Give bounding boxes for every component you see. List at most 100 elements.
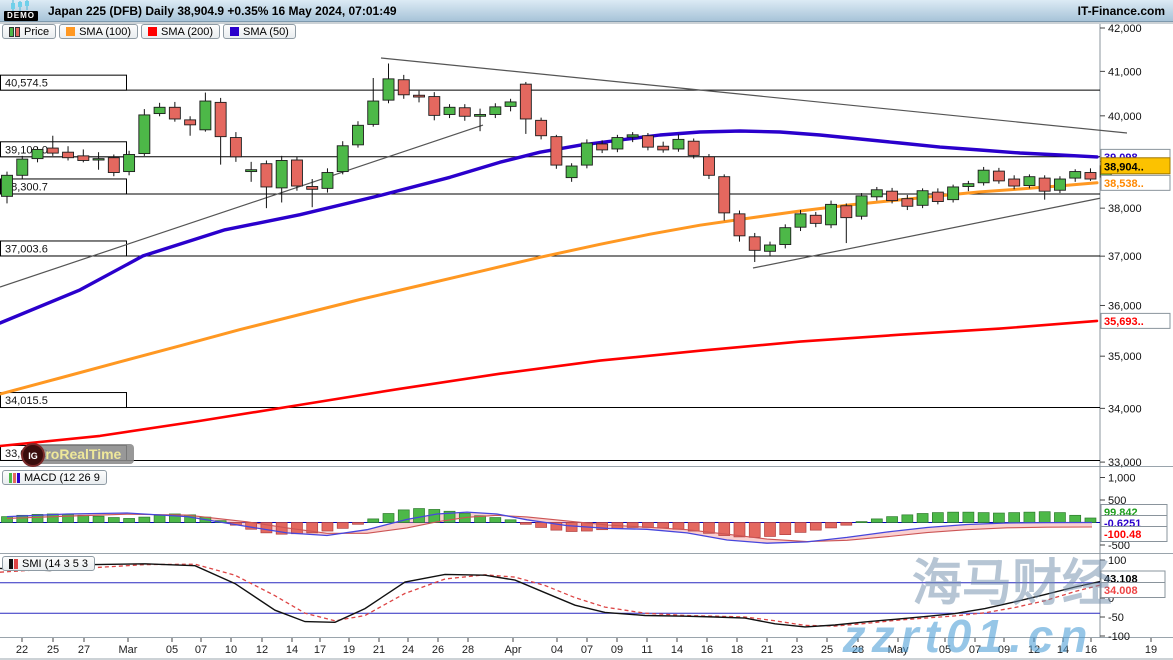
candle[interactable]	[626, 134, 639, 138]
candle[interactable]	[870, 189, 883, 198]
candle[interactable]	[321, 172, 334, 189]
svg-text:IG: IG	[28, 451, 38, 461]
candle[interactable]	[1084, 172, 1097, 180]
candle[interactable]	[718, 176, 731, 214]
candle[interactable]	[840, 205, 853, 219]
smi-k-line	[0, 563, 1101, 628]
candle[interactable]	[1053, 178, 1066, 191]
svg-text:05: 05	[939, 644, 951, 656]
macd-histogram-bar	[535, 522, 547, 528]
candle[interactable]	[336, 145, 349, 173]
candle[interactable]	[703, 156, 715, 176]
legend-sma50[interactable]: SMA (50)	[223, 24, 296, 39]
candle[interactable]	[16, 158, 29, 176]
candle[interactable]	[764, 244, 776, 252]
candle[interactable]	[397, 79, 410, 96]
candle[interactable]	[92, 158, 105, 161]
candle[interactable]	[1023, 176, 1036, 187]
macd-histogram-bar	[703, 522, 715, 534]
candle[interactable]	[168, 106, 181, 120]
macd-histogram-bar	[474, 515, 486, 523]
candle[interactable]	[458, 107, 471, 117]
svg-text:28: 28	[462, 644, 474, 656]
candle[interactable]	[1008, 178, 1021, 187]
smi-panel-legend[interactable]: SMI (14 3 5 3	[2, 556, 96, 571]
candle[interactable]	[657, 145, 670, 151]
svg-text:17: 17	[314, 644, 326, 656]
candle[interactable]	[275, 160, 288, 189]
svg-text:37,000: 37,000	[1108, 251, 1142, 263]
candle[interactable]	[916, 190, 929, 206]
candle[interactable]	[519, 83, 532, 120]
candle[interactable]	[886, 190, 899, 202]
candle[interactable]	[672, 138, 685, 150]
candle[interactable]	[901, 198, 914, 207]
candle[interactable]	[382, 78, 395, 101]
macd-histogram-bar	[443, 510, 456, 523]
macd-panel-legend[interactable]: MACD (12 26 9	[2, 470, 107, 485]
candle[interactable]	[229, 137, 242, 158]
candle[interactable]	[809, 214, 822, 224]
candle[interactable]	[733, 213, 746, 237]
svg-text:22: 22	[16, 644, 28, 656]
macd-histogram-bar	[932, 512, 944, 523]
candle[interactable]	[580, 142, 593, 166]
candle[interactable]	[260, 163, 273, 188]
candle[interactable]	[748, 236, 761, 251]
candle[interactable]	[245, 169, 258, 173]
price-badges: 39,09838,538..35,693..38,904..	[1100, 148, 1171, 329]
candle[interactable]	[977, 169, 990, 184]
candle[interactable]	[565, 165, 578, 179]
candle[interactable]	[611, 137, 624, 150]
candle[interactable]	[535, 119, 548, 137]
smi-d-line	[0, 563, 1101, 627]
macd-histogram-bar	[825, 522, 837, 529]
legend-sma200[interactable]: SMA (200)	[141, 24, 220, 39]
candle[interactable]	[962, 183, 975, 187]
candle[interactable]	[992, 170, 1005, 182]
candle[interactable]	[123, 154, 136, 173]
candle[interactable]	[306, 186, 319, 190]
candle[interactable]	[779, 227, 792, 245]
candle[interactable]	[641, 135, 654, 148]
candle[interactable]	[931, 191, 944, 202]
candle[interactable]	[31, 148, 44, 160]
legend-sma100[interactable]: SMA (100)	[59, 24, 139, 39]
candle[interactable]	[290, 159, 303, 187]
candle[interactable]	[947, 186, 960, 201]
candle[interactable]	[550, 136, 563, 166]
candle[interactable]	[138, 114, 151, 155]
candle[interactable]	[794, 213, 807, 228]
candle[interactable]	[1, 174, 13, 197]
candle[interactable]	[1038, 177, 1051, 192]
candle[interactable]	[443, 106, 456, 115]
candle[interactable]	[62, 151, 74, 159]
candle[interactable]	[489, 106, 502, 115]
candle[interactable]	[428, 96, 441, 116]
macd-histogram-bar	[169, 513, 181, 523]
candle[interactable]	[184, 119, 197, 126]
candle[interactable]	[825, 203, 837, 226]
candle[interactable]	[596, 143, 609, 151]
svg-text:35,000: 35,000	[1108, 351, 1142, 363]
legend-price[interactable]: Price	[2, 24, 57, 39]
candle[interactable]	[199, 100, 212, 131]
candle[interactable]	[352, 124, 364, 146]
chart-title: Japan 225 (DFB) Daily 38,904.9 +0.35% 16…	[48, 3, 397, 18]
candle[interactable]	[1069, 171, 1082, 179]
candle[interactable]	[855, 195, 868, 217]
candle[interactable]	[367, 100, 380, 125]
candle[interactable]	[504, 101, 517, 107]
candle[interactable]	[46, 147, 59, 154]
candle[interactable]	[153, 106, 166, 115]
ig-logo	[21, 443, 45, 467]
macd-histogram-bar	[31, 514, 44, 523]
candle[interactable]	[413, 94, 425, 98]
candle[interactable]	[107, 157, 120, 173]
candle[interactable]	[77, 155, 90, 161]
candle[interactable]	[687, 140, 700, 156]
candle[interactable]	[474, 114, 487, 117]
candle[interactable]	[214, 101, 227, 138]
price-swatch-icon	[9, 26, 20, 37]
